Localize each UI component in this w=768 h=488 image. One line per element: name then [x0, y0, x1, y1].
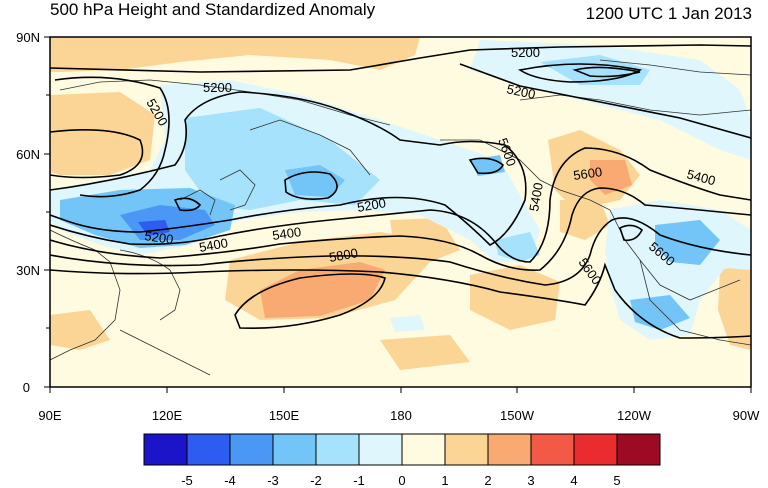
lat-label: 60N [16, 147, 40, 162]
longitude-axis: 90E 120E 150E 180 150W 120W 90W [38, 387, 760, 423]
valid-time: 1200 UTC 1 Jan 2013 [585, 4, 752, 23]
lon-label: 180 [390, 408, 412, 423]
colorbar-tick-label: -3 [267, 473, 279, 488]
colorbar-swatch [272, 433, 317, 466]
colorbar-tick-label: 2 [484, 473, 491, 488]
colorbar-swatch [143, 433, 188, 466]
lon-label: 90W [733, 408, 760, 423]
colorbar-tick-label: 4 [570, 473, 577, 488]
colorbar-tick-label: -5 [181, 473, 193, 488]
coastlines [50, 59, 751, 376]
colorbar-swatch [616, 433, 661, 466]
colorbar-swatch [573, 433, 618, 466]
colorbar: -5 -4 -3 -2 -1 0 1 2 3 4 5 [143, 433, 661, 488]
colorbar-tick-label: -4 [224, 473, 236, 488]
lat-label: 30N [16, 263, 40, 278]
contour-label: 5400 [526, 181, 546, 212]
lat-label: 0 [23, 380, 30, 395]
contour-label: 5600 [572, 164, 603, 183]
colorbar-swatch [315, 433, 360, 466]
contour-label: 5800 [328, 245, 359, 265]
latitude-axis: 90N 60N 30N 0 [16, 30, 50, 395]
colorbar-swatch [530, 433, 575, 466]
contour-label: 5200 [505, 81, 536, 102]
contour-label: 5400 [271, 224, 302, 243]
colorbar-swatch [487, 433, 532, 466]
lat-label: 90N [16, 30, 40, 45]
contour-label: 5200 [511, 45, 540, 60]
lon-label: 120W [617, 408, 652, 423]
contour-label: 5200 [203, 80, 232, 95]
contour-label: 5400 [198, 235, 229, 255]
contour-label: 5400 [685, 166, 717, 188]
colorbar-tick-label: 1 [441, 473, 448, 488]
colorbar-tick-label: -2 [310, 473, 322, 488]
colorbar-tick-label: 3 [527, 473, 534, 488]
lon-label: 150W [500, 408, 535, 423]
colorbar-tick-label: -1 [353, 473, 365, 488]
colorbar-swatch [401, 433, 446, 466]
map-title: 500 hPa Height and Standardized Anomaly [50, 0, 376, 19]
colorbar-swatch [229, 433, 274, 466]
positive-anomaly-shading [50, 37, 751, 370]
lon-label: 120E [152, 408, 183, 423]
colorbar-tick-label: 5 [613, 473, 620, 488]
lon-label: 150E [269, 408, 300, 423]
colorbar-swatch [444, 433, 489, 466]
colorbar-swatch [358, 433, 403, 466]
height-contours [50, 44, 751, 339]
colorbar-tick-label: 0 [398, 473, 405, 488]
colorbar-swatch [186, 433, 231, 466]
contour-label: 5200 [144, 228, 175, 247]
contour-label: 5200 [356, 195, 387, 215]
lon-label: 90E [38, 408, 61, 423]
